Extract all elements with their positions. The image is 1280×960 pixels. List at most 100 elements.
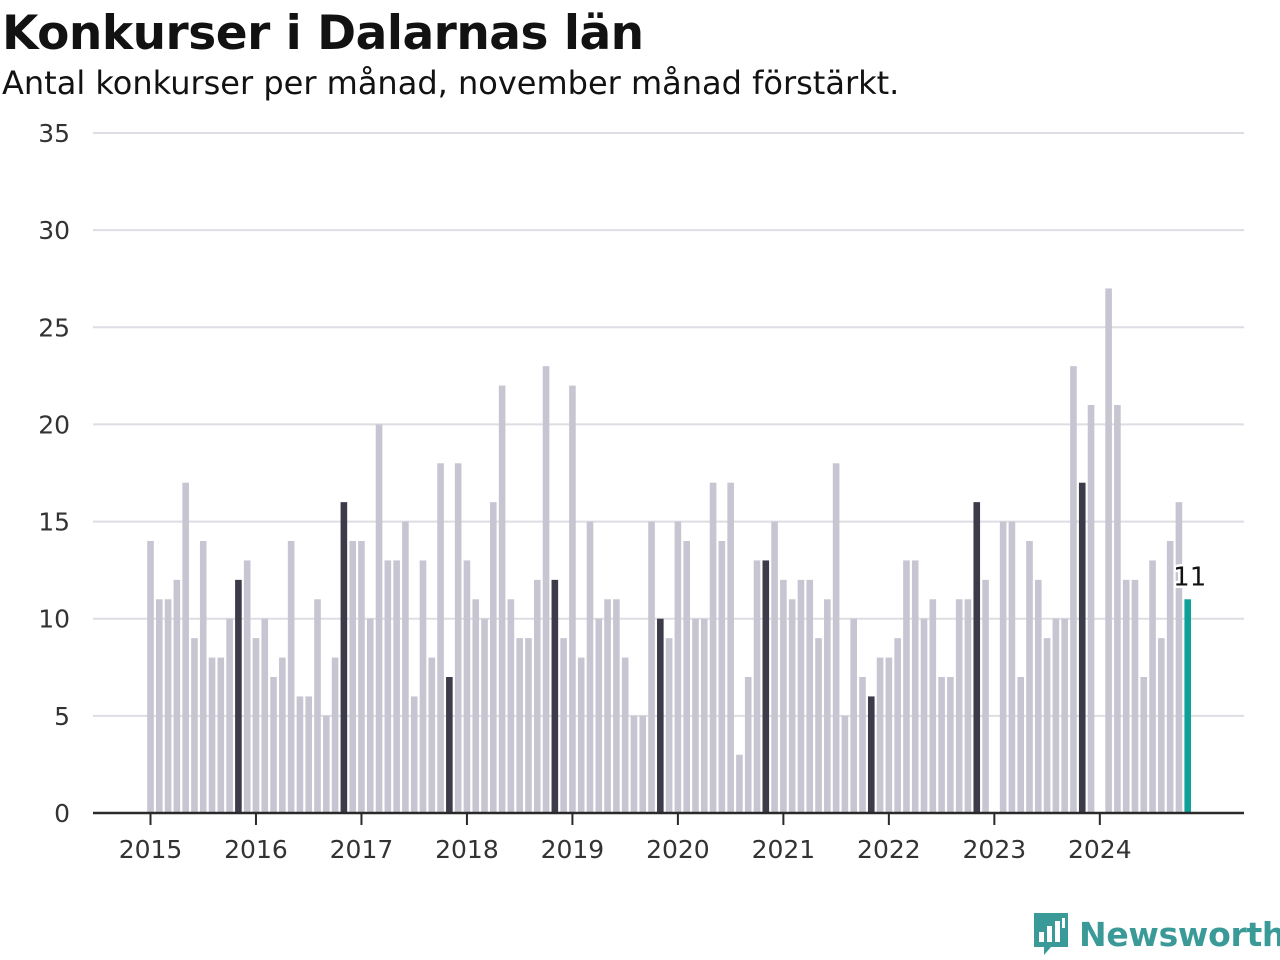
bar (235, 579, 242, 813)
bar (331, 657, 339, 813)
bar (938, 677, 945, 813)
chart-title: Konkurser i Dalarnas län (2, 6, 644, 61)
bar (753, 560, 761, 813)
bar (252, 638, 260, 813)
bar (490, 502, 497, 813)
bar (955, 599, 963, 813)
bar (929, 599, 937, 813)
bar (454, 463, 462, 813)
bar (859, 677, 866, 813)
bar (419, 560, 427, 813)
bar (665, 638, 673, 813)
bar (358, 541, 365, 813)
x-tick-label: 2017 (330, 835, 394, 864)
bar (630, 715, 638, 813)
bar (261, 618, 269, 813)
bar (173, 579, 181, 813)
bar (657, 618, 664, 813)
bar (498, 385, 506, 813)
bar (903, 560, 910, 813)
bar (560, 638, 567, 813)
bar (771, 521, 778, 813)
bar (533, 579, 541, 813)
bar (1184, 599, 1192, 813)
bar (1052, 618, 1060, 813)
bar (973, 502, 981, 813)
bar (1122, 579, 1130, 813)
bar (700, 618, 708, 813)
bar (1105, 288, 1112, 813)
chart-subtitle: Antal konkurser per månad, november måna… (2, 64, 900, 102)
bar (788, 599, 796, 813)
bar (217, 657, 225, 813)
y-tick-label: 5 (54, 702, 70, 731)
bar (577, 657, 585, 813)
bar (305, 696, 313, 813)
bar (1158, 638, 1165, 813)
bar (164, 599, 172, 813)
bar (1087, 405, 1095, 813)
bar (780, 579, 787, 813)
bar (832, 463, 840, 813)
bar (648, 521, 655, 813)
bar (911, 560, 919, 813)
bar (481, 618, 488, 813)
x-tick-label: 2019 (541, 835, 605, 864)
bar (815, 638, 822, 813)
bar (551, 579, 559, 813)
bar (762, 560, 770, 813)
bar (841, 715, 849, 813)
bar (366, 618, 374, 813)
bar (1175, 502, 1183, 813)
bar (595, 618, 603, 813)
bar (964, 599, 972, 813)
bar (1017, 677, 1025, 813)
x-tick-label: 2020 (646, 835, 710, 864)
bar (375, 424, 383, 813)
axes (93, 811, 1244, 825)
x-tick-label: 2021 (752, 835, 816, 864)
bar (393, 560, 400, 813)
bar (428, 657, 436, 813)
bar (1061, 618, 1068, 813)
bar (604, 599, 611, 813)
bar (437, 463, 444, 813)
bar (569, 385, 576, 813)
bar (155, 599, 163, 813)
bar-chart: 0 5 10 15 20 25 30 35 2015 2016 2017 2018 2019 2020 20… (38, 119, 1244, 864)
bar (349, 541, 356, 813)
y-tick-label: 10 (38, 605, 70, 634)
bar (639, 715, 647, 813)
bar (446, 677, 453, 813)
bar (586, 521, 594, 813)
latest-value-label: 11 (1173, 562, 1206, 592)
bar (147, 541, 154, 813)
bar (1026, 541, 1033, 813)
bar (692, 618, 699, 813)
x-tick-label: 2015 (119, 835, 183, 864)
bar (1140, 677, 1148, 813)
bar (947, 677, 954, 813)
bar (709, 482, 717, 813)
x-tick-label: 2024 (1068, 835, 1132, 864)
bar (718, 541, 726, 813)
bar (516, 638, 523, 813)
y-tick-label: 25 (38, 313, 70, 342)
y-tick-label: 30 (38, 216, 70, 245)
bar (797, 579, 805, 813)
bar (867, 696, 875, 813)
bar (683, 541, 690, 813)
labels: 0 5 10 15 20 25 30 35 2015 2016 2017 2018 2019 2020 20… (38, 119, 1209, 864)
bar (410, 696, 418, 813)
bar (824, 599, 831, 813)
bar (920, 618, 928, 813)
bar (727, 482, 734, 813)
bar (226, 618, 233, 813)
bar (323, 715, 330, 813)
bar (463, 560, 471, 813)
bar (279, 657, 286, 813)
bar (894, 638, 901, 813)
bar (1114, 405, 1121, 813)
x-tick-label: 2022 (857, 835, 921, 864)
bar (542, 366, 550, 813)
